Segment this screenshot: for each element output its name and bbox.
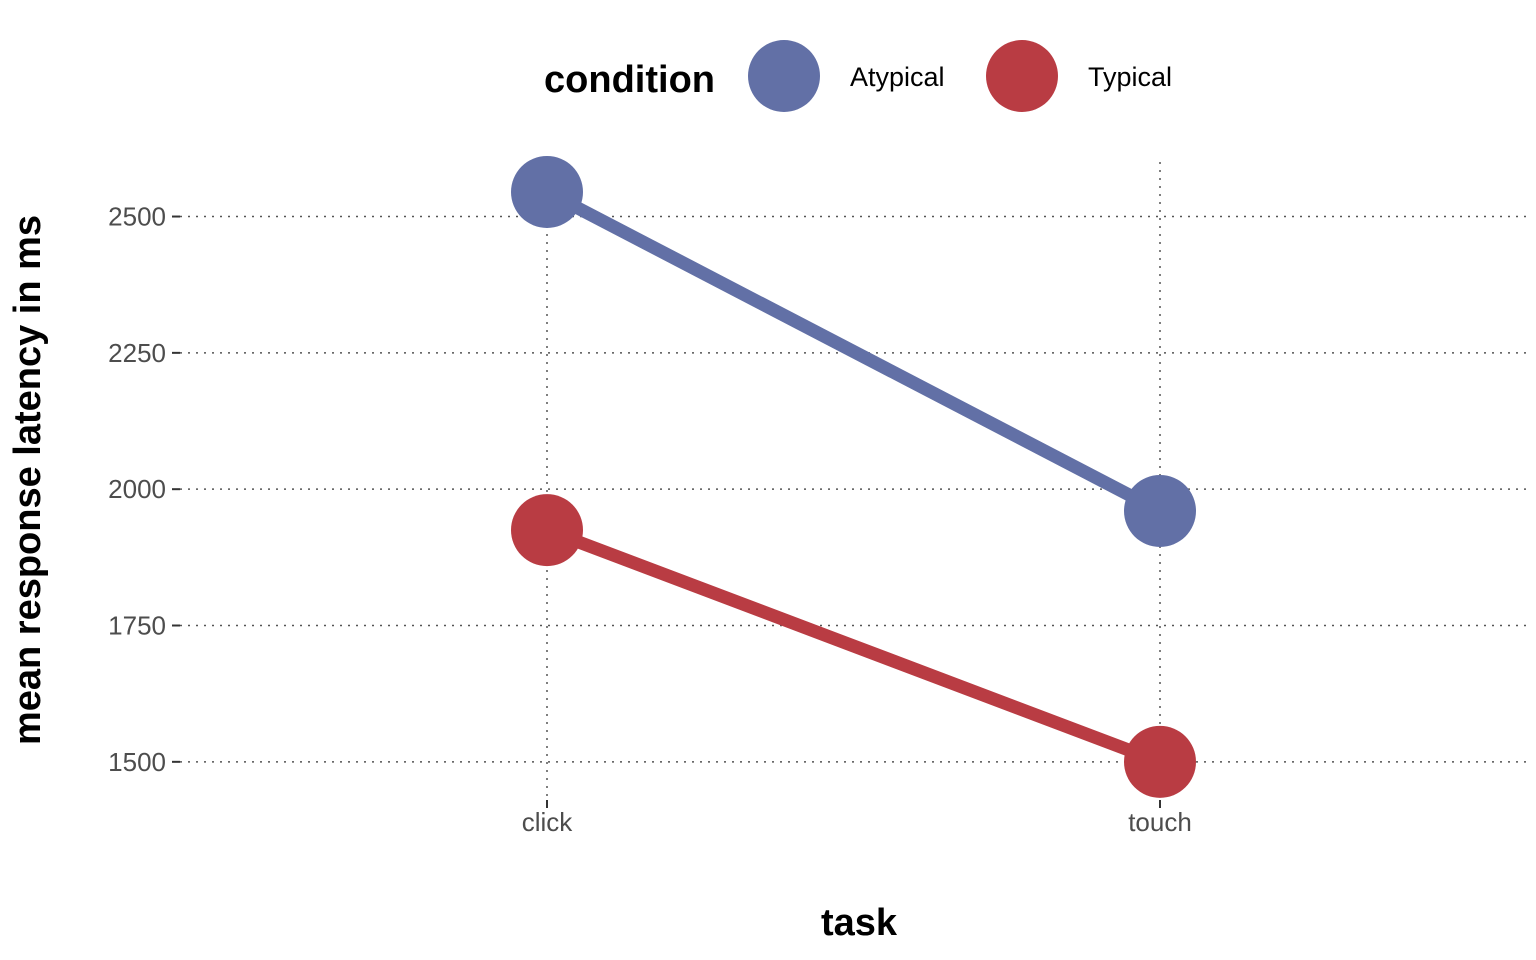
legend-key-atypical <box>748 40 820 112</box>
point-typical-click <box>511 494 583 567</box>
legend-label-atypical: Atypical <box>850 62 945 92</box>
legend: condition Atypical Typical <box>544 40 1172 112</box>
legend-label-typical: Typical <box>1088 62 1172 92</box>
y-axis-title: mean response latency in ms <box>7 215 49 745</box>
y-tick-label-2500: 2500 <box>108 202 166 232</box>
series-points <box>511 155 1196 798</box>
y-axis: 1500 1750 2000 2250 2500 <box>108 202 180 777</box>
point-atypical-touch <box>1124 474 1196 547</box>
point-atypical-click <box>511 155 583 228</box>
y-tick-label-1500: 1500 <box>108 747 166 777</box>
x-axis: click touch <box>522 800 1192 837</box>
series-line-atypical <box>543 186 1164 517</box>
x-tick-label-touch: touch <box>1128 807 1192 837</box>
x-tick-label-click: click <box>522 807 574 837</box>
point-typical-touch <box>1124 725 1196 798</box>
legend-title: condition <box>544 59 715 101</box>
gridlines <box>180 162 1530 800</box>
y-tick-label-2250: 2250 <box>108 338 166 368</box>
legend-key-typical <box>986 40 1058 112</box>
y-tick-label-2000: 2000 <box>108 474 166 504</box>
y-tick-label-1750: 1750 <box>108 611 166 641</box>
series-line-typical <box>544 523 1163 768</box>
x-axis-title: task <box>821 902 898 944</box>
series-lines <box>543 186 1164 768</box>
